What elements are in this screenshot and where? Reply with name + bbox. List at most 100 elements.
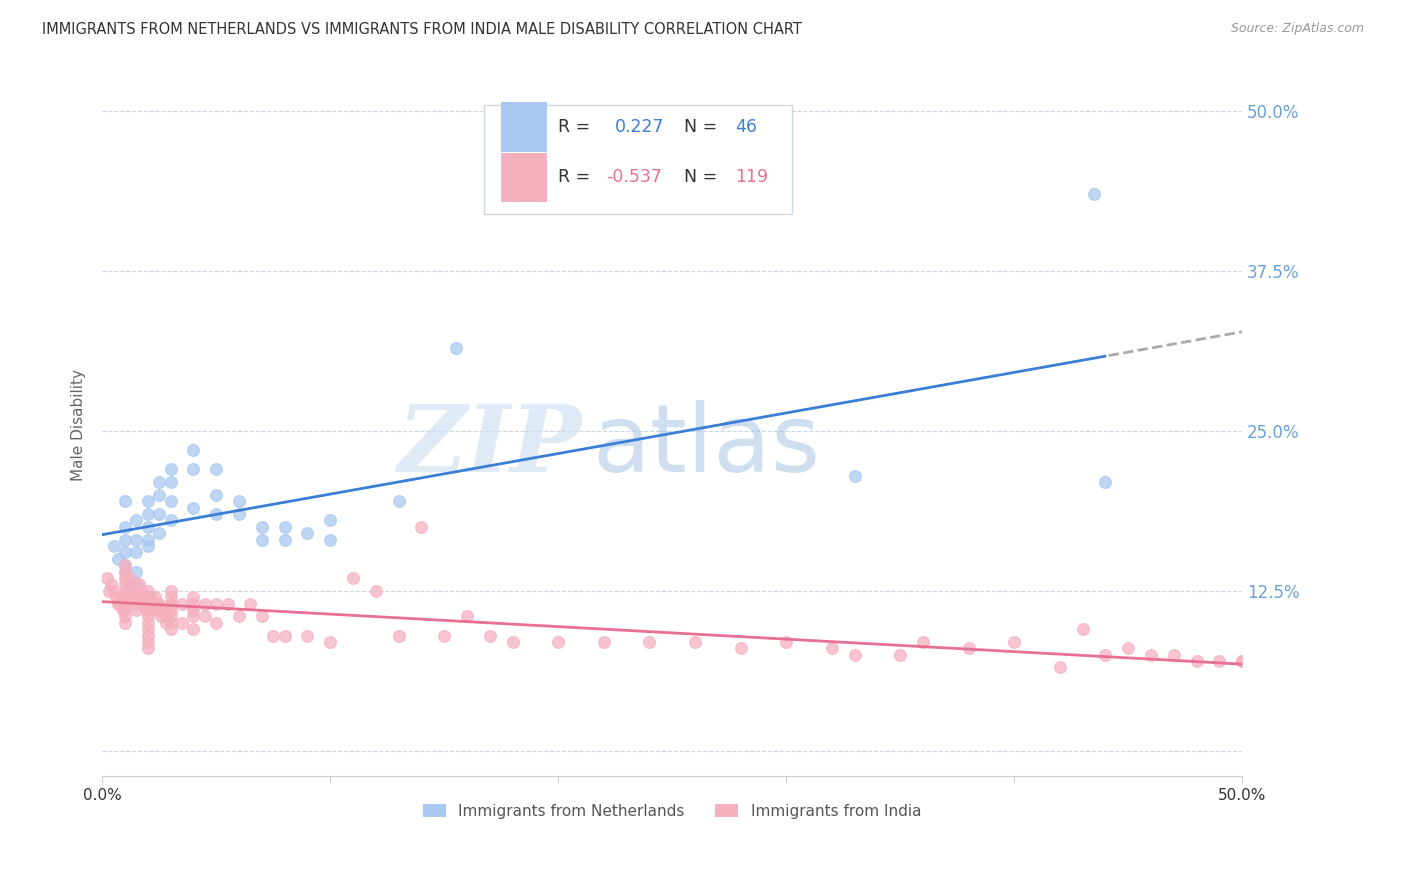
Point: [183, 462, 205, 476]
Point: [297, 526, 319, 541]
Point: [170, 615, 193, 630]
Point: [136, 583, 159, 598]
Point: [114, 597, 136, 611]
Point: [141, 603, 163, 617]
Point: [273, 628, 295, 642]
Point: [1163, 648, 1185, 662]
Point: [132, 590, 155, 604]
Point: [152, 603, 174, 617]
Point: [114, 590, 136, 604]
Point: [135, 597, 157, 611]
Point: [136, 603, 159, 617]
Point: [1230, 654, 1253, 668]
Point: [183, 603, 205, 617]
Point: [194, 609, 217, 624]
Point: [136, 609, 159, 624]
Point: [159, 583, 181, 598]
Point: [136, 597, 159, 611]
Point: [297, 628, 319, 642]
Point: [129, 590, 152, 604]
Point: [228, 507, 250, 521]
Point: [114, 609, 136, 624]
Point: [159, 494, 181, 508]
Point: [1049, 660, 1071, 674]
Text: 0.227: 0.227: [616, 118, 665, 136]
Point: [1185, 654, 1208, 668]
Point: [342, 571, 364, 585]
Point: [114, 533, 136, 547]
Text: 119: 119: [735, 169, 768, 186]
Point: [411, 520, 433, 534]
Point: [478, 628, 501, 642]
Point: [1230, 654, 1253, 668]
Point: [205, 597, 228, 611]
Point: [433, 628, 456, 642]
Point: [250, 520, 273, 534]
Point: [205, 615, 228, 630]
Point: [155, 615, 177, 630]
Point: [183, 622, 205, 636]
Point: [132, 597, 155, 611]
Point: [136, 590, 159, 604]
Point: [638, 635, 661, 649]
Point: [146, 597, 169, 611]
Point: [183, 590, 205, 604]
Point: [1208, 654, 1230, 668]
Point: [114, 577, 136, 591]
Text: Source: ZipAtlas.com: Source: ZipAtlas.com: [1230, 22, 1364, 36]
Point: [121, 577, 143, 591]
FancyBboxPatch shape: [501, 153, 547, 202]
Point: [114, 565, 136, 579]
Point: [110, 597, 132, 611]
Point: [148, 507, 170, 521]
Point: [502, 635, 524, 649]
Point: [183, 500, 205, 515]
Point: [128, 577, 150, 591]
Point: [1002, 635, 1025, 649]
Point: [148, 526, 170, 541]
Point: [250, 533, 273, 547]
Point: [143, 597, 166, 611]
Point: [96, 571, 118, 585]
Point: [1140, 648, 1163, 662]
Text: atlas: atlas: [592, 400, 821, 491]
Point: [239, 597, 262, 611]
Point: [775, 635, 797, 649]
Point: [114, 494, 136, 508]
Point: [364, 583, 387, 598]
Point: [114, 558, 136, 573]
Point: [159, 615, 181, 630]
Point: [143, 590, 166, 604]
Point: [111, 590, 134, 604]
Point: [159, 475, 181, 489]
Point: [98, 583, 121, 598]
Point: [135, 603, 157, 617]
Point: [125, 590, 148, 604]
Point: [114, 520, 136, 534]
Point: [125, 577, 148, 591]
Point: [118, 577, 141, 591]
Point: [1094, 475, 1116, 489]
Point: [387, 628, 409, 642]
Point: [122, 583, 145, 598]
Point: [730, 641, 752, 656]
Point: [139, 590, 162, 604]
Point: [205, 488, 228, 502]
Point: [319, 533, 342, 547]
Point: [844, 648, 866, 662]
Legend: Immigrants from Netherlands, Immigrants from India: Immigrants from Netherlands, Immigrants …: [418, 797, 927, 825]
Point: [444, 341, 467, 355]
Point: [110, 590, 132, 604]
Point: [194, 597, 217, 611]
Point: [125, 603, 148, 617]
Point: [159, 609, 181, 624]
Point: [592, 635, 614, 649]
Point: [114, 583, 136, 598]
Point: [228, 494, 250, 508]
Text: R =: R =: [558, 169, 591, 186]
Point: [159, 597, 181, 611]
Point: [114, 558, 136, 573]
Point: [821, 641, 844, 656]
Point: [889, 648, 911, 662]
Point: [1083, 187, 1105, 202]
